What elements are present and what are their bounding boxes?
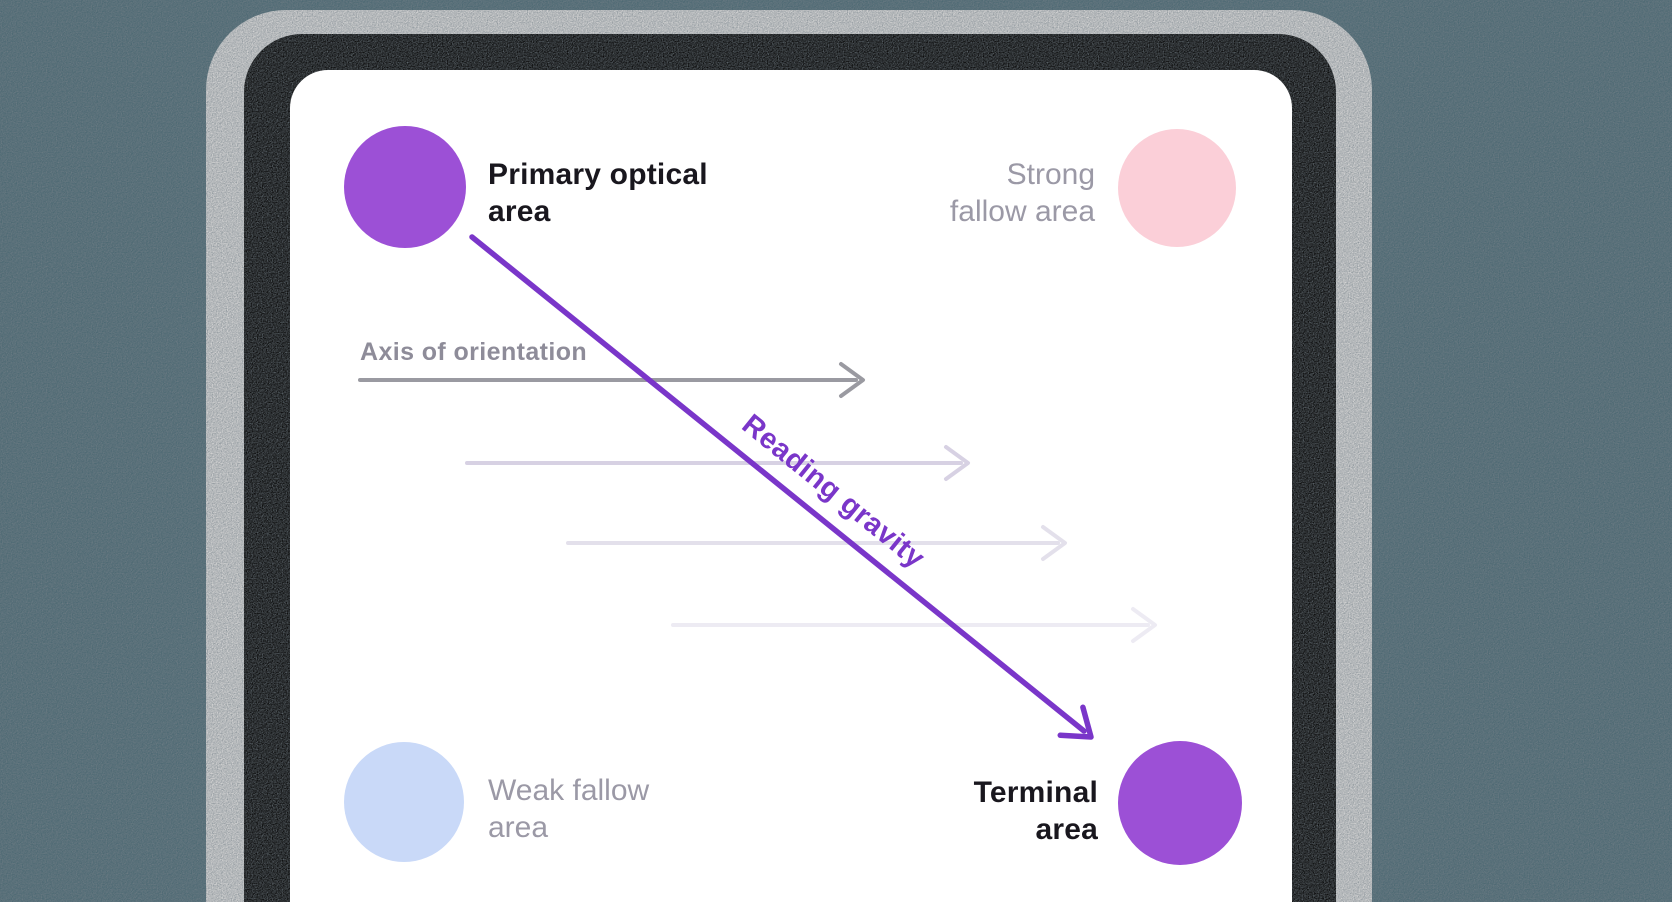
reading-gravity-arrow-line bbox=[469, 234, 1087, 734]
strong-fallow-label-line2: fallow area bbox=[949, 195, 1095, 228]
diagram-shapes bbox=[344, 126, 1242, 865]
terminal-label: Terminal area bbox=[974, 774, 1098, 848]
terminal-circle bbox=[1118, 741, 1242, 865]
primary-optical-label-line2: area bbox=[488, 195, 551, 228]
gutenberg-diagram-card: Primary optical area Strong fallow area … bbox=[290, 70, 1292, 902]
axis-arrow-head bbox=[839, 362, 865, 398]
strong-fallow-label-line1: Strong bbox=[1006, 158, 1095, 191]
fading-arrow-2-head bbox=[944, 445, 970, 481]
weak-fallow-circle bbox=[344, 742, 464, 862]
fading-arrow-3-head bbox=[1041, 525, 1067, 561]
weak-fallow-label-line2: area bbox=[488, 811, 549, 844]
fading-arrow-4-head bbox=[1131, 607, 1157, 643]
terminal-label-line2: area bbox=[1035, 813, 1098, 846]
axis-of-orientation-label: Axis of orientation bbox=[360, 338, 588, 366]
weak-fallow-label-line1: Weak fallow bbox=[488, 774, 650, 807]
strong-fallow-circle bbox=[1118, 129, 1236, 247]
weak-fallow-label: Weak fallow area bbox=[488, 772, 649, 846]
terminal-label-line1: Terminal bbox=[973, 776, 1098, 809]
primary-optical-label: Primary optical area bbox=[488, 156, 708, 230]
primary-optical-circle bbox=[344, 126, 466, 248]
primary-optical-label-line1: Primary optical bbox=[488, 158, 708, 191]
reading-gravity-arrow-head bbox=[1057, 704, 1094, 740]
strong-fallow-label: Strong fallow area bbox=[950, 156, 1095, 230]
